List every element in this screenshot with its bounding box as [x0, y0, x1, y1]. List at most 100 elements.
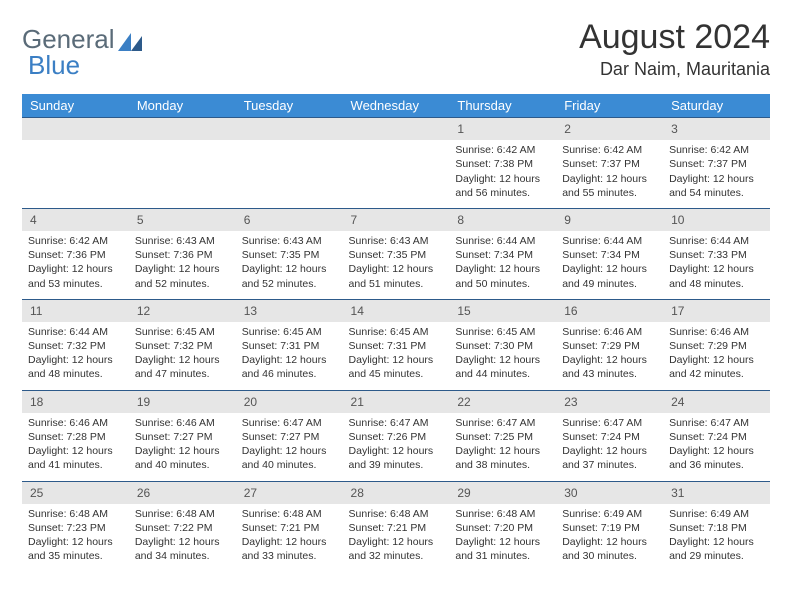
calendar-cell: 11Sunrise: 6:44 AMSunset: 7:32 PMDayligh… — [22, 299, 129, 390]
sunrise-text: Sunrise: 6:46 AM — [135, 416, 230, 430]
day-number: 28 — [343, 482, 450, 504]
calendar-row: 11Sunrise: 6:44 AMSunset: 7:32 PMDayligh… — [22, 299, 770, 390]
calendar-cell: 28Sunrise: 6:48 AMSunset: 7:21 PMDayligh… — [343, 481, 450, 571]
sunset-text: Sunset: 7:25 PM — [455, 430, 550, 444]
day-number: 7 — [343, 209, 450, 231]
day-number: 23 — [556, 391, 663, 413]
calendar-cell: 1Sunrise: 6:42 AMSunset: 7:38 PMDaylight… — [449, 118, 556, 209]
sunset-text: Sunset: 7:30 PM — [455, 339, 550, 353]
day-number: 22 — [449, 391, 556, 413]
sunrise-text: Sunrise: 6:44 AM — [669, 234, 764, 248]
sunrise-text: Sunrise: 6:43 AM — [349, 234, 444, 248]
daylight-text: Daylight: 12 hours and 45 minutes. — [349, 353, 444, 381]
calendar-row: 1Sunrise: 6:42 AMSunset: 7:38 PMDaylight… — [22, 118, 770, 209]
day-number: 31 — [663, 482, 770, 504]
day-body: Sunrise: 6:42 AMSunset: 7:38 PMDaylight:… — [449, 140, 556, 208]
day-number: 17 — [663, 300, 770, 322]
sunrise-text: Sunrise: 6:48 AM — [28, 507, 123, 521]
sunset-text: Sunset: 7:20 PM — [455, 521, 550, 535]
day-number: 27 — [236, 482, 343, 504]
daylight-text: Daylight: 12 hours and 54 minutes. — [669, 172, 764, 200]
day-number: 14 — [343, 300, 450, 322]
sunrise-text: Sunrise: 6:47 AM — [669, 416, 764, 430]
day-body: Sunrise: 6:48 AMSunset: 7:21 PMDaylight:… — [236, 504, 343, 572]
calendar-cell: 16Sunrise: 6:46 AMSunset: 7:29 PMDayligh… — [556, 299, 663, 390]
daylight-text: Daylight: 12 hours and 41 minutes. — [28, 444, 123, 472]
sunset-text: Sunset: 7:37 PM — [562, 157, 657, 171]
daylight-text: Daylight: 12 hours and 48 minutes. — [669, 262, 764, 290]
daylight-text: Daylight: 12 hours and 40 minutes. — [135, 444, 230, 472]
daylight-text: Daylight: 12 hours and 51 minutes. — [349, 262, 444, 290]
day-body: Sunrise: 6:46 AMSunset: 7:29 PMDaylight:… — [556, 322, 663, 390]
day-number: 24 — [663, 391, 770, 413]
day-number: 21 — [343, 391, 450, 413]
sunset-text: Sunset: 7:26 PM — [349, 430, 444, 444]
sunset-text: Sunset: 7:21 PM — [242, 521, 337, 535]
sunrise-text: Sunrise: 6:48 AM — [135, 507, 230, 521]
sunrise-text: Sunrise: 6:46 AM — [669, 325, 764, 339]
title-block: August 2024 Dar Naim, Mauritania — [579, 18, 770, 80]
day-body: Sunrise: 6:45 AMSunset: 7:30 PMDaylight:… — [449, 322, 556, 390]
day-number: 20 — [236, 391, 343, 413]
day-body: Sunrise: 6:46 AMSunset: 7:27 PMDaylight:… — [129, 413, 236, 481]
day-number: 12 — [129, 300, 236, 322]
day-body — [22, 140, 129, 200]
daylight-text: Daylight: 12 hours and 31 minutes. — [455, 535, 550, 563]
daylight-text: Daylight: 12 hours and 35 minutes. — [28, 535, 123, 563]
day-body: Sunrise: 6:47 AMSunset: 7:25 PMDaylight:… — [449, 413, 556, 481]
sunset-text: Sunset: 7:19 PM — [562, 521, 657, 535]
day-body: Sunrise: 6:45 AMSunset: 7:31 PMDaylight:… — [236, 322, 343, 390]
calendar-cell: 27Sunrise: 6:48 AMSunset: 7:21 PMDayligh… — [236, 481, 343, 571]
day-number — [236, 118, 343, 140]
daylight-text: Daylight: 12 hours and 50 minutes. — [455, 262, 550, 290]
sunset-text: Sunset: 7:23 PM — [28, 521, 123, 535]
weekday-header: Saturday — [663, 94, 770, 118]
day-number: 4 — [22, 209, 129, 231]
weekday-header: Friday — [556, 94, 663, 118]
sunrise-text: Sunrise: 6:49 AM — [562, 507, 657, 521]
sunset-text: Sunset: 7:31 PM — [242, 339, 337, 353]
calendar-row: 25Sunrise: 6:48 AMSunset: 7:23 PMDayligh… — [22, 481, 770, 571]
sunrise-text: Sunrise: 6:47 AM — [455, 416, 550, 430]
day-body: Sunrise: 6:45 AMSunset: 7:31 PMDaylight:… — [343, 322, 450, 390]
day-body: Sunrise: 6:48 AMSunset: 7:22 PMDaylight:… — [129, 504, 236, 572]
weekday-header: Thursday — [449, 94, 556, 118]
daylight-text: Daylight: 12 hours and 29 minutes. — [669, 535, 764, 563]
day-body: Sunrise: 6:44 AMSunset: 7:34 PMDaylight:… — [449, 231, 556, 299]
sunrise-text: Sunrise: 6:44 AM — [455, 234, 550, 248]
sunset-text: Sunset: 7:38 PM — [455, 157, 550, 171]
day-number: 13 — [236, 300, 343, 322]
weekday-header: Tuesday — [236, 94, 343, 118]
day-body: Sunrise: 6:47 AMSunset: 7:27 PMDaylight:… — [236, 413, 343, 481]
sunrise-text: Sunrise: 6:48 AM — [242, 507, 337, 521]
calendar-cell: 14Sunrise: 6:45 AMSunset: 7:31 PMDayligh… — [343, 299, 450, 390]
daylight-text: Daylight: 12 hours and 55 minutes. — [562, 172, 657, 200]
calendar-cell: 31Sunrise: 6:49 AMSunset: 7:18 PMDayligh… — [663, 481, 770, 571]
calendar-cell: 17Sunrise: 6:46 AMSunset: 7:29 PMDayligh… — [663, 299, 770, 390]
sunset-text: Sunset: 7:27 PM — [135, 430, 230, 444]
sunrise-text: Sunrise: 6:48 AM — [349, 507, 444, 521]
logo-mark-icon — [118, 29, 144, 51]
daylight-text: Daylight: 12 hours and 56 minutes. — [455, 172, 550, 200]
sunrise-text: Sunrise: 6:47 AM — [242, 416, 337, 430]
sunset-text: Sunset: 7:34 PM — [562, 248, 657, 262]
day-body: Sunrise: 6:44 AMSunset: 7:32 PMDaylight:… — [22, 322, 129, 390]
weekday-header: Monday — [129, 94, 236, 118]
sunrise-text: Sunrise: 6:43 AM — [242, 234, 337, 248]
sunrise-text: Sunrise: 6:44 AM — [562, 234, 657, 248]
sunset-text: Sunset: 7:18 PM — [669, 521, 764, 535]
sunrise-text: Sunrise: 6:45 AM — [455, 325, 550, 339]
sunrise-text: Sunrise: 6:46 AM — [28, 416, 123, 430]
calendar-row: 18Sunrise: 6:46 AMSunset: 7:28 PMDayligh… — [22, 390, 770, 481]
weekday-header: Wednesday — [343, 94, 450, 118]
day-body: Sunrise: 6:43 AMSunset: 7:35 PMDaylight:… — [236, 231, 343, 299]
day-number — [343, 118, 450, 140]
calendar-cell: 30Sunrise: 6:49 AMSunset: 7:19 PMDayligh… — [556, 481, 663, 571]
calendar-cell: 19Sunrise: 6:46 AMSunset: 7:27 PMDayligh… — [129, 390, 236, 481]
calendar-cell: 26Sunrise: 6:48 AMSunset: 7:22 PMDayligh… — [129, 481, 236, 571]
weekday-header: Sunday — [22, 94, 129, 118]
day-number: 30 — [556, 482, 663, 504]
sunset-text: Sunset: 7:29 PM — [669, 339, 764, 353]
page-header: General August 2024 Dar Naim, Mauritania — [22, 18, 770, 80]
daylight-text: Daylight: 12 hours and 48 minutes. — [28, 353, 123, 381]
